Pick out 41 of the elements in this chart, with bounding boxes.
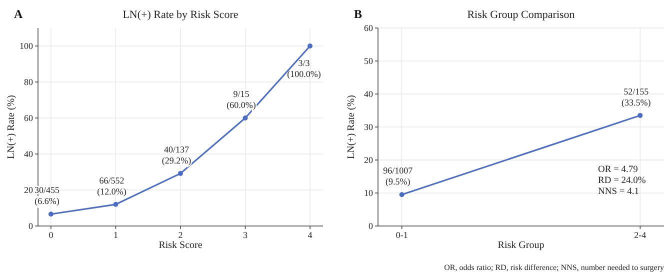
y-tick-label: 0 [28,221,34,232]
x-tick-label: 0-1 [396,230,408,240]
y-tick-label: 30 [364,122,374,132]
y-tick-label: 0 [368,221,374,232]
chart-title: LN(+) Rate by Risk Score [122,9,238,21]
text: A [14,7,23,21]
point [242,116,248,120]
point [308,44,313,48]
x-tick-label: 3 [243,230,248,240]
x-tick-label: 2-4 [634,230,647,240]
x-tick-label: 2 [178,230,183,240]
point [178,170,183,176]
data-label: 3/3 (100.0%) [287,58,321,79]
chart-title: Risk Group Comparison [467,9,576,21]
y-tick-label: 40 [24,149,34,160]
y-tick-label: 20 [24,185,34,196]
y-tick-label: 20 [364,155,374,166]
data-label: 40/137 (29.2%) [162,144,192,166]
data-label: 52/155 (33.5%) [622,86,651,108]
y-axis-title: LN(+) Rate (%) [346,95,357,159]
data-label: 66/552 (12.0%) [97,175,126,196]
y-tick-label: 60 [24,113,34,124]
y-tick-label: 40 [364,89,374,100]
point [113,202,118,207]
y-tick-label: 10 [364,188,374,198]
x-tick-label: 1 [113,230,118,240]
y-tick-label: 50 [364,56,374,66]
point [48,212,54,217]
text: B [354,7,362,21]
y-tick-label: 60 [364,23,374,34]
x-tick-label: 4 [308,230,313,240]
y-tick-label: 80 [24,77,34,88]
text: OR, odds ratio; RD, risk difference; NNS, number needed to surgery [444,263,664,272]
x-axis-title: Risk Score [158,240,203,251]
y-tick-label: 100 [20,41,34,52]
data-label: 9/15 (60.0%) [226,89,256,110]
x-tick-label: 0 [48,230,54,240]
x-axis-title: Risk Group [498,240,544,251]
data-label: 96/1007 (9.5%) [383,166,414,187]
annotation: OR = 4.79 RD = 24.0% NNS = 4.1 [598,165,646,197]
y-axis-title: LN(+) Rate (%) [6,95,17,159]
